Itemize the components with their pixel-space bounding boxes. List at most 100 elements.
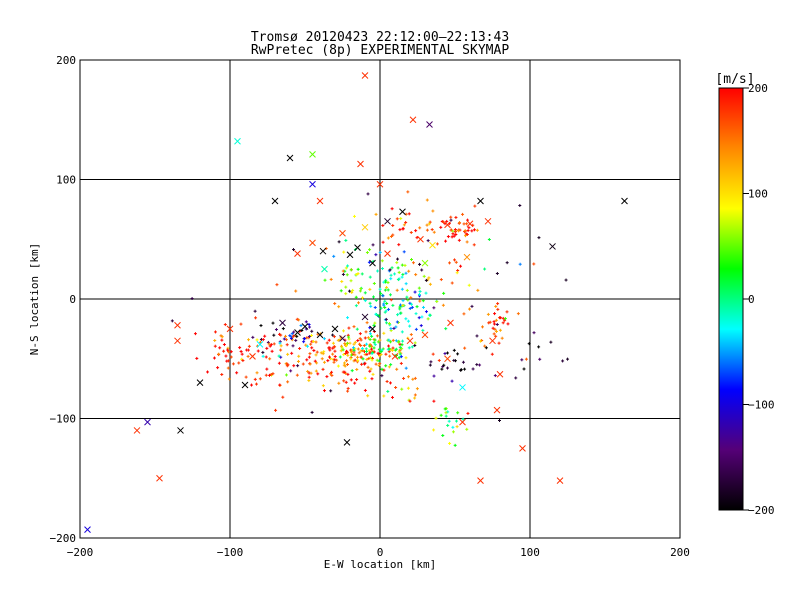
data-point xyxy=(376,340,380,344)
data-point xyxy=(435,242,439,246)
data-point xyxy=(527,342,531,346)
data-point xyxy=(355,378,359,382)
data-point xyxy=(466,411,470,415)
data-point xyxy=(343,370,347,374)
data-point xyxy=(408,324,412,328)
data-point-cross xyxy=(391,353,399,360)
data-point xyxy=(309,371,313,375)
data-point xyxy=(305,336,309,340)
data-point xyxy=(341,348,345,352)
data-point xyxy=(314,369,318,373)
data-point xyxy=(392,326,396,330)
data-point xyxy=(487,321,491,325)
data-point xyxy=(413,341,417,345)
colorbar-tick-label: 200 xyxy=(748,82,768,95)
x-tick-label: −100 xyxy=(217,546,244,559)
data-point xyxy=(473,204,477,208)
data-point xyxy=(387,365,391,369)
data-point-cross xyxy=(384,250,391,257)
data-point xyxy=(349,378,353,382)
data-point xyxy=(425,223,429,227)
data-point xyxy=(368,332,372,336)
data-point xyxy=(409,258,413,262)
data-point xyxy=(494,304,498,308)
data-point xyxy=(255,338,259,342)
data-point xyxy=(259,324,263,328)
data-point-cross xyxy=(156,474,163,482)
data-point xyxy=(387,321,391,325)
data-point xyxy=(439,225,443,229)
data-point xyxy=(332,345,336,349)
data-point-cross xyxy=(361,313,369,321)
data-point xyxy=(494,318,498,322)
data-point xyxy=(378,354,382,358)
data-point-cross xyxy=(444,221,451,229)
data-point xyxy=(363,388,367,392)
data-point xyxy=(398,228,402,232)
x-tick-label: 100 xyxy=(520,546,540,559)
data-point xyxy=(358,332,362,336)
data-point xyxy=(363,376,367,380)
data-point xyxy=(377,364,381,368)
data-point xyxy=(239,349,243,353)
data-point xyxy=(365,357,369,361)
data-point xyxy=(279,333,283,337)
y-tick-label: 200 xyxy=(56,54,76,67)
data-point-cross xyxy=(144,418,151,426)
data-point xyxy=(360,362,364,366)
data-point xyxy=(444,414,448,418)
data-point xyxy=(451,229,455,233)
data-point xyxy=(430,228,434,232)
data-point-cross xyxy=(279,319,286,327)
data-point xyxy=(310,333,314,337)
data-point xyxy=(307,355,311,359)
data-point xyxy=(226,348,230,352)
data-point xyxy=(265,346,269,350)
data-point-cross xyxy=(84,526,91,533)
data-point xyxy=(497,341,501,345)
data-point xyxy=(394,347,398,351)
data-point xyxy=(213,330,217,334)
data-point xyxy=(410,345,414,349)
data-point-cross xyxy=(477,197,484,205)
data-point xyxy=(247,338,251,342)
data-point xyxy=(361,357,365,361)
data-point xyxy=(522,367,526,371)
data-point xyxy=(332,360,336,364)
data-point-cross xyxy=(241,381,249,389)
data-point xyxy=(310,329,314,333)
data-point xyxy=(380,367,384,371)
data-point xyxy=(303,337,307,341)
data-point xyxy=(494,329,498,333)
x-tick-label: 0 xyxy=(377,546,384,559)
data-point xyxy=(381,240,385,244)
data-point xyxy=(397,350,401,354)
data-point xyxy=(420,268,424,272)
data-point xyxy=(344,292,348,296)
data-point xyxy=(366,365,370,369)
data-point xyxy=(387,344,391,348)
data-point xyxy=(395,367,399,371)
data-point xyxy=(419,324,423,328)
data-point xyxy=(365,251,369,255)
data-point xyxy=(349,349,353,353)
data-point xyxy=(327,355,331,359)
data-point xyxy=(399,361,403,365)
data-point xyxy=(329,372,333,376)
data-point xyxy=(295,334,299,338)
data-point xyxy=(247,344,251,348)
data-point xyxy=(467,283,471,287)
data-point xyxy=(268,373,272,377)
data-point xyxy=(389,298,393,302)
data-point xyxy=(237,361,241,365)
data-point xyxy=(289,369,293,373)
data-point xyxy=(274,328,278,332)
data-point xyxy=(338,355,342,359)
data-point-cross xyxy=(444,355,451,363)
data-point-cross xyxy=(519,445,526,452)
data-point xyxy=(566,357,570,361)
data-point xyxy=(344,349,348,353)
data-point xyxy=(408,399,412,403)
data-point xyxy=(374,312,378,316)
data-point xyxy=(350,369,354,373)
